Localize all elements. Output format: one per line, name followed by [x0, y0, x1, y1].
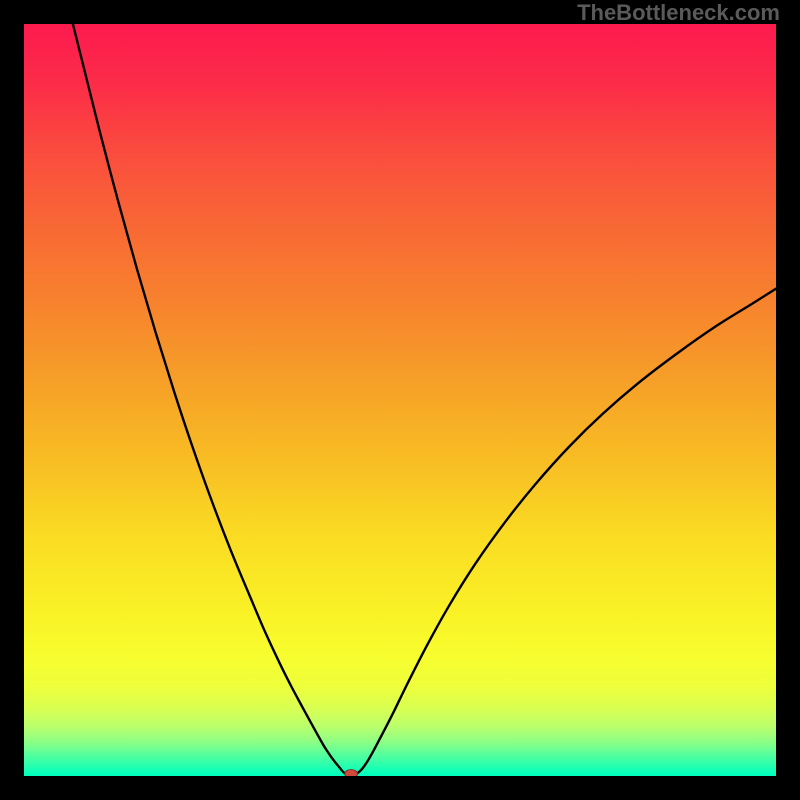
- plot-area: [24, 24, 776, 776]
- bottleneck-curve: [73, 24, 776, 776]
- bottleneck-curve-chart: [24, 24, 776, 776]
- optimum-marker: [345, 770, 358, 776]
- image-container: TheBottleneck.com: [0, 0, 800, 800]
- watermark-text: TheBottleneck.com: [577, 0, 780, 26]
